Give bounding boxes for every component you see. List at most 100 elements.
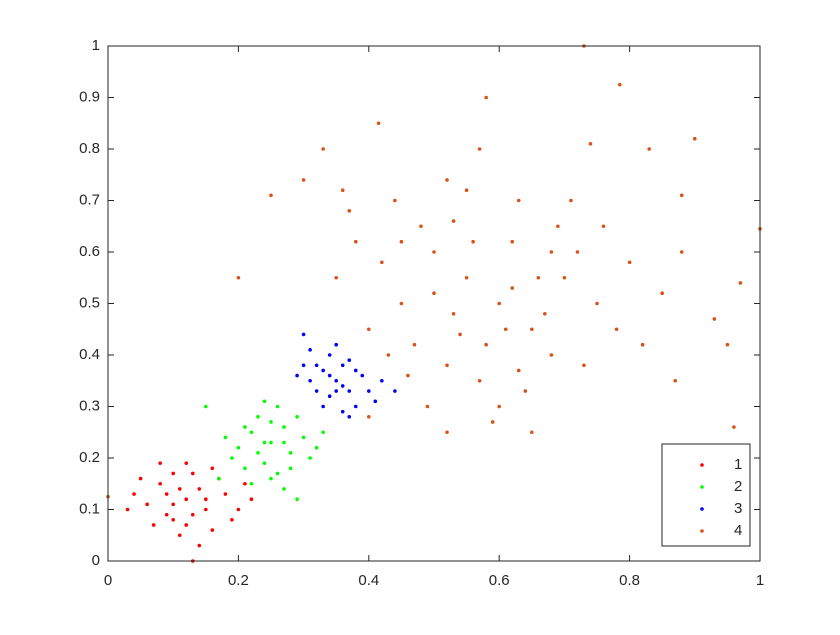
point (419, 224, 423, 229)
point (530, 327, 534, 332)
point (340, 363, 345, 368)
point (386, 353, 391, 357)
point (327, 394, 332, 399)
point (627, 260, 632, 265)
point (464, 188, 469, 192)
point (282, 425, 286, 429)
point (171, 471, 175, 476)
point (314, 445, 319, 450)
point (660, 291, 664, 296)
point (406, 373, 410, 378)
point (425, 404, 430, 409)
point (236, 507, 241, 512)
point (164, 512, 169, 517)
point (340, 188, 345, 192)
point (575, 250, 580, 254)
y-tick-label: 1 (92, 37, 100, 54)
point (471, 239, 475, 244)
point (308, 348, 312, 352)
point (210, 528, 215, 532)
point (164, 492, 169, 496)
point (184, 497, 189, 502)
point (190, 512, 195, 517)
point (327, 373, 332, 378)
point (269, 193, 273, 198)
point (334, 378, 339, 383)
point (262, 399, 267, 404)
point (549, 250, 554, 254)
point (679, 250, 684, 254)
point (380, 260, 384, 265)
point (393, 389, 397, 393)
point (145, 502, 149, 507)
point (445, 430, 449, 435)
plot-area (108, 46, 760, 561)
point (301, 178, 306, 182)
legend-marker (700, 529, 704, 533)
point (204, 507, 208, 512)
point (125, 507, 130, 512)
point (151, 523, 156, 527)
point (367, 415, 371, 419)
point (549, 353, 554, 357)
legend-marker (700, 485, 704, 489)
legend-marker (700, 507, 704, 511)
point (262, 461, 267, 465)
points (106, 44, 762, 563)
point (340, 409, 345, 414)
point (347, 415, 352, 419)
point (647, 147, 651, 151)
point (171, 518, 175, 522)
point (490, 420, 495, 424)
point (353, 368, 358, 373)
point (288, 451, 293, 455)
point (376, 121, 381, 126)
point (288, 466, 293, 471)
legend-label: 1 (734, 456, 742, 473)
point (334, 275, 339, 280)
point (282, 440, 286, 445)
y-tick-label: 0.2 (79, 449, 100, 466)
point (340, 384, 345, 388)
point (321, 368, 325, 373)
point (510, 286, 515, 290)
point (618, 82, 622, 87)
point (138, 476, 143, 481)
point (171, 502, 175, 507)
point (503, 327, 508, 332)
point (451, 312, 456, 316)
point (399, 239, 404, 244)
legend-marker (700, 463, 704, 467)
point (601, 224, 606, 229)
point (360, 373, 365, 378)
point (236, 445, 241, 450)
point (673, 378, 678, 383)
x-tick-label: 1 (756, 572, 764, 589)
point (243, 425, 247, 429)
point (536, 275, 541, 280)
point (353, 404, 358, 409)
point (301, 332, 306, 337)
point (543, 312, 547, 316)
point (445, 363, 449, 368)
point (334, 389, 339, 393)
point (399, 301, 404, 306)
point (516, 368, 521, 373)
point (249, 481, 254, 486)
point (556, 224, 560, 229)
point (314, 389, 319, 393)
point (295, 373, 299, 378)
point (393, 198, 397, 203)
point (301, 435, 306, 440)
point (510, 239, 515, 244)
point (314, 363, 319, 368)
point (177, 533, 182, 538)
point (412, 342, 417, 347)
point (243, 481, 247, 486)
y-tick-label: 0.7 (79, 191, 100, 208)
point (380, 378, 384, 383)
point (197, 487, 202, 491)
point (308, 456, 312, 460)
point (190, 471, 195, 476)
point (204, 497, 208, 502)
